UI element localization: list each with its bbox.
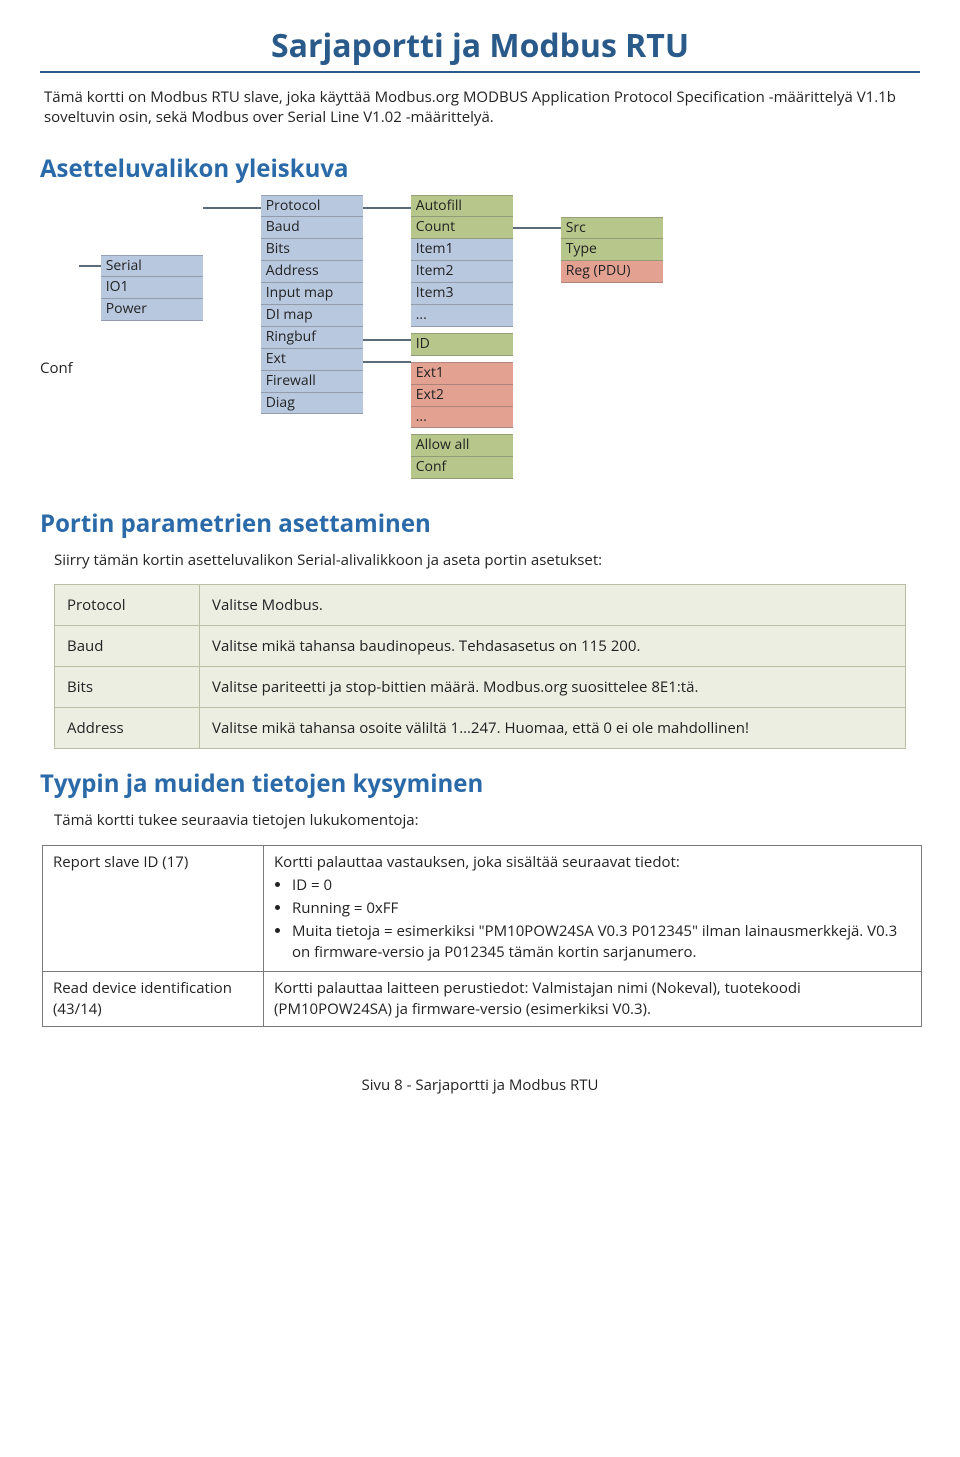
diagram-cell: Item1 <box>411 239 513 261</box>
section2-subtext: Siirry tämän kortin asetteluvalikon Seri… <box>54 550 906 570</box>
page-footer: Sivu 8 - Sarjaportti ja Modbus RTU <box>40 1075 920 1095</box>
commands-table: Report slave ID (17) Kortti palauttaa va… <box>42 845 922 1027</box>
diagram-cell: Src <box>561 217 663 240</box>
table-row: Bits Valitse pariteetti ja stop-bittien … <box>55 667 906 708</box>
param-value: Valitse Modbus. <box>200 585 906 626</box>
table-row: Protocol Valitse Modbus. <box>55 585 906 626</box>
cmd-value: Kortti palauttaa vastauksen, joka sisält… <box>264 845 922 971</box>
cmd-bullets: ID = 0 Running = 0xFF Muita tietoja = es… <box>292 875 911 963</box>
diagram-cell: Power <box>101 299 203 321</box>
cmd-key: Report slave ID (17) <box>43 845 264 971</box>
connector <box>363 207 411 209</box>
cmd-value: Kortti palauttaa laitteen perustiedot: V… <box>264 971 922 1026</box>
table-row: Address Valitse mikä tahansa osoite väli… <box>55 708 906 749</box>
col3-allow-stack: Allow all Conf <box>411 434 513 479</box>
diagram-cell: Serial <box>101 255 203 278</box>
connector <box>363 361 411 363</box>
param-value: Valitse pariteetti ja stop-bittien määrä… <box>200 667 906 708</box>
connector <box>79 265 101 267</box>
cmd-lead: Kortti palauttaa vastauksen, joka sisält… <box>274 852 680 872</box>
col1-stack: Serial IO1 Power <box>101 255 203 322</box>
page-title: Sarjaportti ja Modbus RTU <box>40 24 920 73</box>
param-key: Protocol <box>55 585 200 626</box>
diagram-cell: Input map <box>261 283 363 305</box>
diagram-cell: Ringbuf <box>261 327 363 349</box>
diagram-cell: ID <box>411 333 513 356</box>
intro-text: Tämä kortti on Modbus RTU slave, joka kä… <box>44 87 916 128</box>
connector <box>203 207 261 209</box>
section3-subtext: Tämä kortti tukee seuraavia tietojen luk… <box>54 810 906 830</box>
diagram-cell: Bits <box>261 239 363 261</box>
cmd-key: Read device identification (43/14) <box>43 971 264 1026</box>
section1-heading: Asetteluvalikon yleiskuva <box>40 152 920 185</box>
diagram-cell: ... <box>411 305 513 327</box>
col2-stack: Protocol Baud Bits Address Input map DI … <box>261 195 363 415</box>
param-value: Valitse mikä tahansa osoite väliltä 1…24… <box>200 708 906 749</box>
diagram-cell: Item2 <box>411 261 513 283</box>
param-value: Valitse mikä tahansa baudinopeus. Tehdas… <box>200 626 906 667</box>
table-row: Read device identification (43/14) Kortt… <box>43 971 922 1026</box>
diagram-cell: Type <box>561 239 663 261</box>
diagram-cell: Reg (PDU) <box>561 261 663 283</box>
diagram-cell: ... <box>411 407 513 429</box>
list-item: Muita tietoja = esimerkiksi "PM10POW24SA… <box>292 921 911 963</box>
connector <box>363 339 411 341</box>
diagram-cell: DI map <box>261 305 363 327</box>
section2-heading: Portin parametrien asettaminen <box>40 507 920 540</box>
param-key: Address <box>55 708 200 749</box>
menu-diagram: Conf Serial IO1 Power Protocol Baud Bits… <box>40 195 920 480</box>
diagram-cell: Diag <box>261 393 363 415</box>
diagram-cell: Firewall <box>261 371 363 393</box>
col3-id-stack: ID <box>411 333 513 356</box>
col3-ext-stack: Ext1 Ext2 ... <box>411 362 513 429</box>
param-key: Baud <box>55 626 200 667</box>
params-table: Protocol Valitse Modbus. Baud Valitse mi… <box>54 584 906 749</box>
diagram-cell: IO1 <box>101 277 203 299</box>
table-row: Baud Valitse mikä tahansa baudinopeus. T… <box>55 626 906 667</box>
diagram-cell: Protocol <box>261 195 363 218</box>
conf-label: Conf <box>40 358 79 378</box>
diagram-cell: Item3 <box>411 283 513 305</box>
col4-stack: Src Type Reg (PDU) <box>561 217 663 284</box>
diagram-cell: Ext2 <box>411 385 513 407</box>
connector <box>513 227 561 229</box>
list-item: ID = 0 <box>292 875 911 896</box>
list-item: Running = 0xFF <box>292 898 911 919</box>
param-key: Bits <box>55 667 200 708</box>
diagram-cell: Count <box>411 217 513 239</box>
diagram-cell: Address <box>261 261 363 283</box>
diagram-cell: Autofill <box>411 195 513 218</box>
diagram-cell: Conf <box>411 457 513 479</box>
diagram-cell: Allow all <box>411 434 513 457</box>
section3-heading: Tyypin ja muiden tietojen kysyminen <box>40 767 920 800</box>
table-row: Report slave ID (17) Kortti palauttaa va… <box>43 845 922 971</box>
diagram-cell: Ext1 <box>411 362 513 385</box>
diagram-cell: Ext <box>261 349 363 371</box>
col3-top-stack: Autofill Count Item1 Item2 Item3 ... <box>411 195 513 327</box>
diagram-cell: Baud <box>261 217 363 239</box>
